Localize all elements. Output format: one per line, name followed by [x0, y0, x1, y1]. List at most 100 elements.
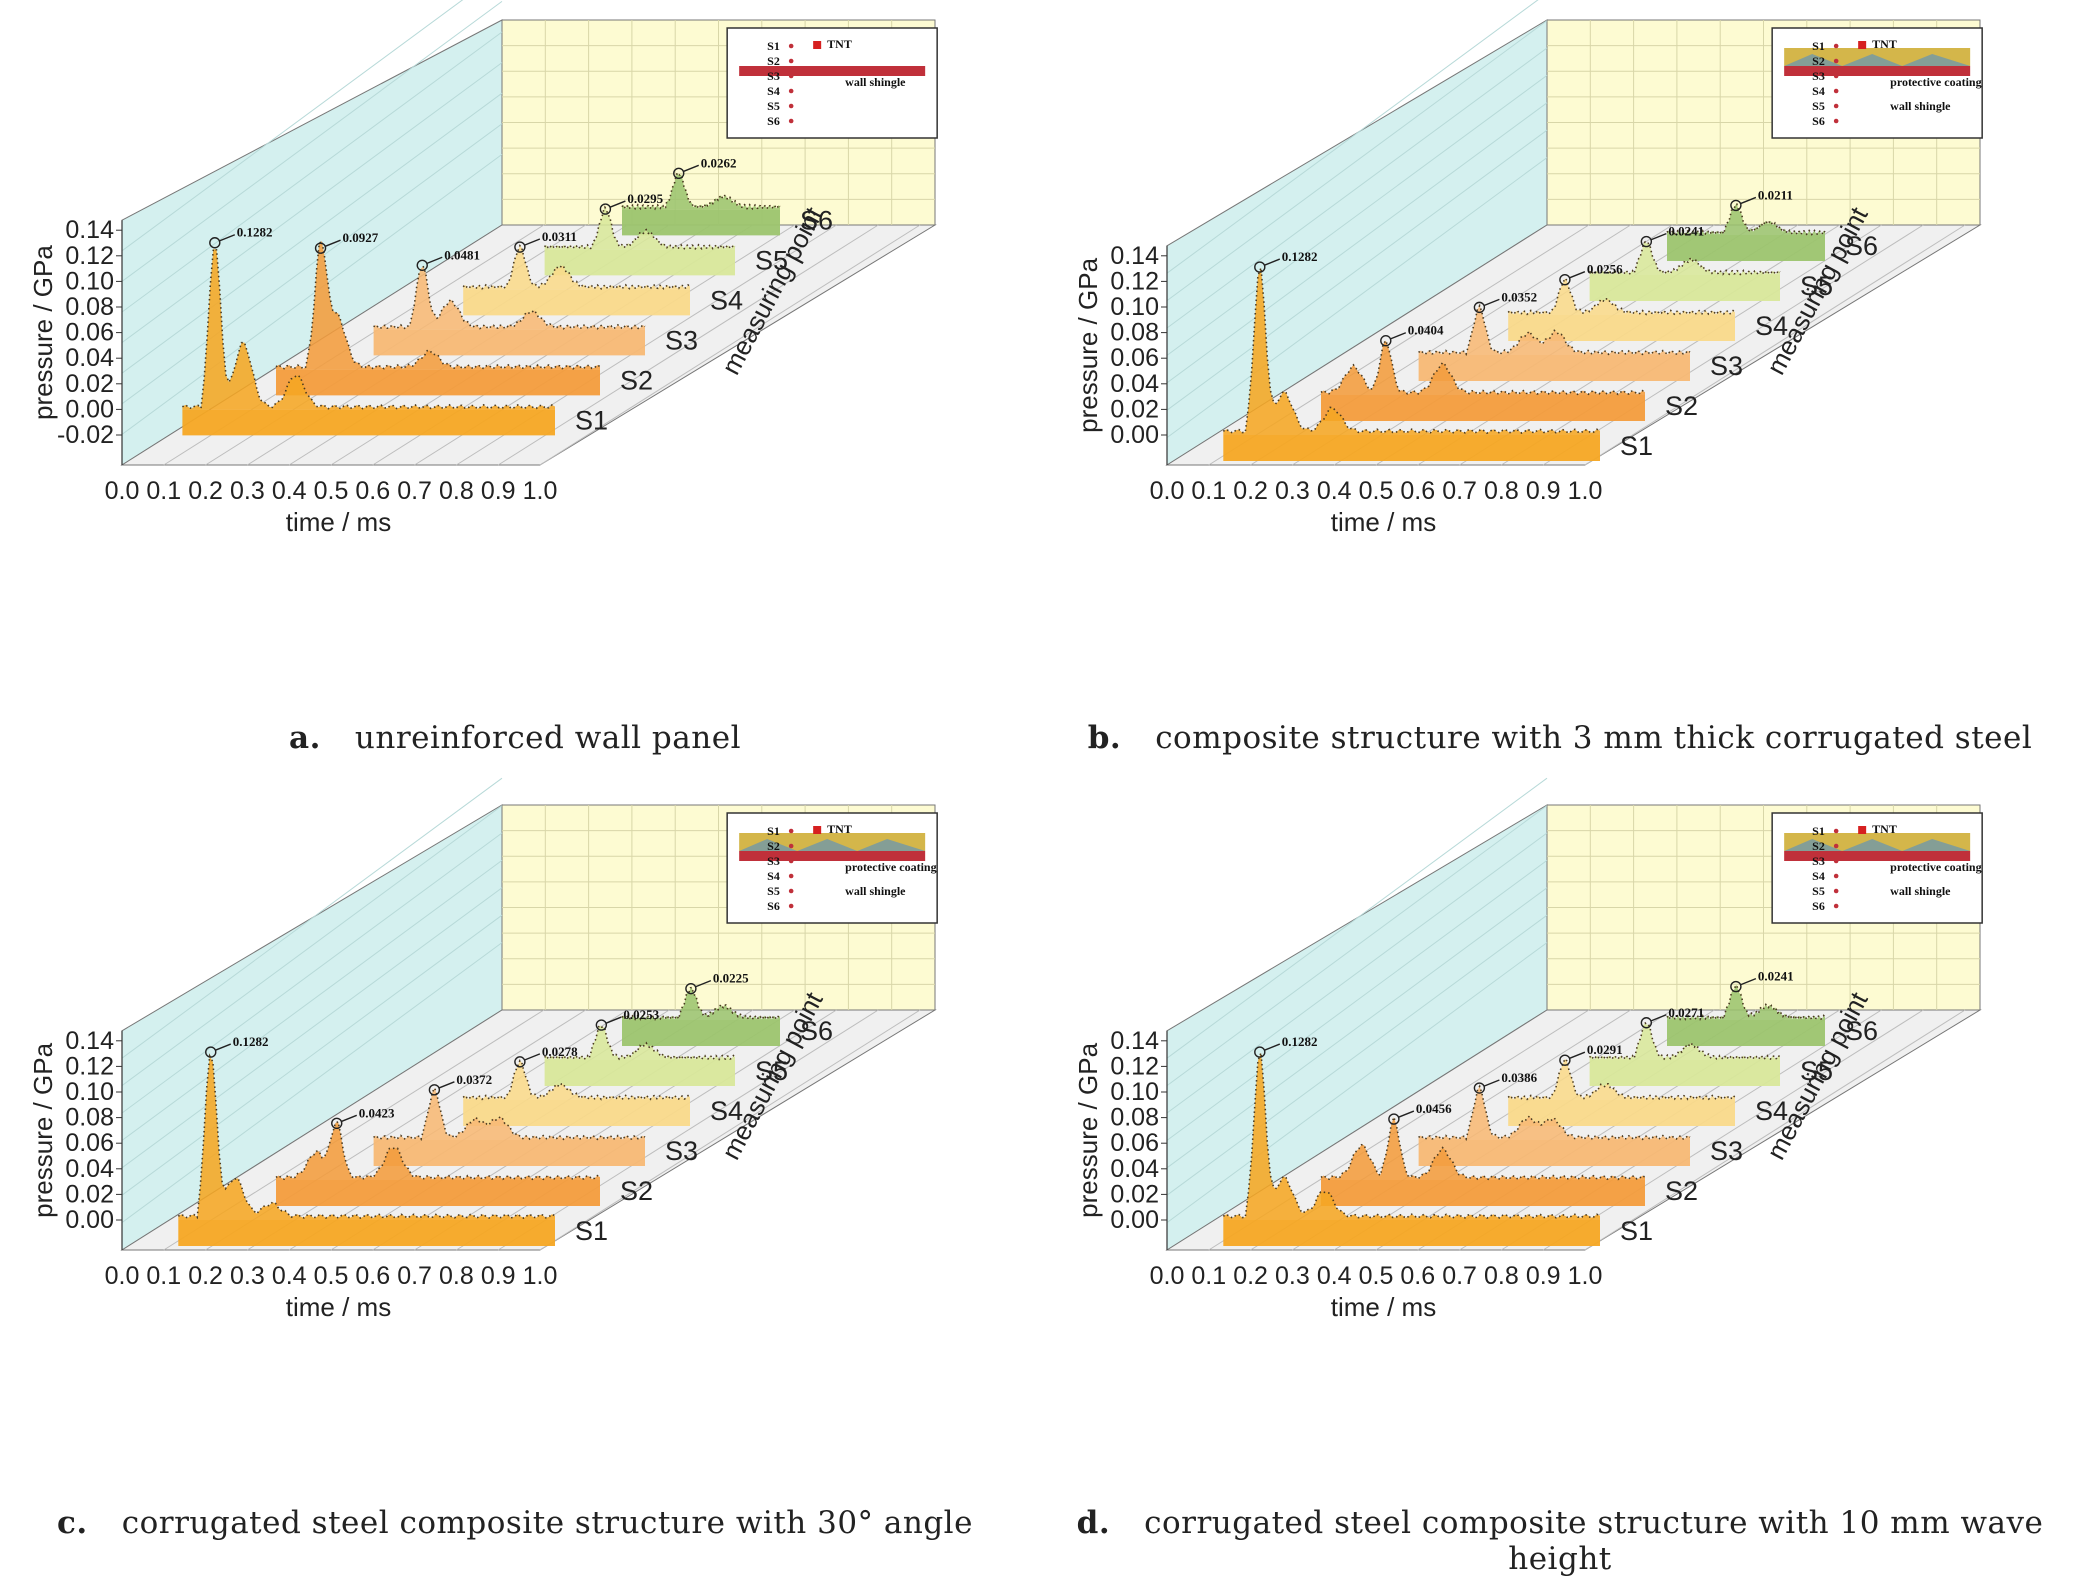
sensor-dot: [1833, 58, 1839, 64]
series-area-s3: [373, 266, 645, 330]
series-line-s3: [1418, 303, 1691, 356]
measuring-point-label-s2: S2: [1665, 1176, 1698, 1206]
inset-frame: [726, 812, 938, 924]
series-area-s1: [178, 1056, 556, 1220]
series-band-s3: [1418, 1140, 1690, 1166]
peak-label: 0.0372: [456, 1072, 492, 1087]
grid-line: [121, 62, 503, 344]
sensor-label: S4: [767, 84, 780, 98]
series-line-s5: [543, 205, 736, 251]
peak-arrow: [683, 164, 700, 172]
peak-arrow: [1740, 977, 1757, 986]
sensor-dot: [788, 843, 794, 849]
sensor-dot: [788, 103, 794, 109]
caption-text: corrugated steel composite structure wit…: [121, 1505, 973, 1541]
y-tick-label: 0.02: [1110, 1180, 1159, 1208]
series-band-s4: [463, 1100, 690, 1126]
measuring-point-label-s6: S6: [800, 205, 833, 235]
grid-line: [1417, 1009, 1799, 1251]
sensor-dot: [1833, 888, 1839, 894]
grid-line: [1166, 47, 1548, 329]
tnt-charge: [1858, 826, 1867, 834]
peak-marker: [1388, 1113, 1400, 1125]
x-tick-label: 0.3: [1275, 477, 1310, 505]
y-tick-label: 0.06: [65, 319, 114, 347]
y-tick-label: 0.04: [1110, 1155, 1159, 1183]
series-line-s2: [1320, 338, 1646, 396]
sensor-dot: [1833, 828, 1839, 834]
sensor-label: S5: [1812, 99, 1825, 113]
x-tick-label: 1.0: [1568, 1262, 1603, 1290]
caption-b: b. composite structure with 3 mm thick co…: [1045, 720, 2075, 768]
y-tick-label: 0.04: [1110, 370, 1159, 398]
y-tick-label: 0.08: [65, 293, 114, 321]
sensor-label: S1: [767, 39, 780, 53]
series-band-s1: [182, 409, 555, 436]
peak-arrow: [1264, 258, 1281, 266]
series-band-s6: [622, 1020, 780, 1046]
grid-line: [121, 914, 503, 1196]
series-line-s1: [177, 1053, 556, 1220]
series-band-s1: [1223, 1220, 1600, 1246]
peak-arrow: [219, 234, 236, 242]
grid-line: [121, 123, 503, 405]
measuring-point-label-s1: S1: [1620, 431, 1653, 461]
x-tick-label: 0.7: [1442, 477, 1477, 505]
peak-label: 0.0271: [1668, 1005, 1704, 1020]
x-tick-label: 0.8: [439, 1262, 474, 1290]
series-area-s2: [276, 241, 600, 370]
series-band-s3: [373, 1140, 645, 1166]
series-area-s1: [1223, 1052, 1600, 1220]
sensor-dot: [1833, 43, 1839, 49]
y-axis-label: pressure / GPa: [1073, 1042, 1103, 1217]
grid-line: [497, 224, 879, 466]
peak-arrow: [524, 238, 541, 246]
x-tick-label: 0.8: [439, 477, 474, 505]
sensor-dot: [1833, 118, 1839, 124]
tnt-label: TNT: [1872, 822, 1897, 836]
x-axis-label: time / ms: [286, 507, 391, 537]
sensor-label: S5: [767, 884, 780, 898]
grid-line: [372, 1009, 754, 1251]
grid-line: [1542, 1009, 1924, 1251]
sensor-label: S1: [767, 824, 780, 838]
series-line-s4: [1507, 277, 1736, 316]
grid-line: [1166, 887, 1548, 1169]
peak-marker: [595, 1019, 608, 1031]
chart-panel-c: TNT S1 S2 S3 S4 S5 S6 protective coating wall sh…: [0, 777, 1030, 1570]
peak-arrow: [524, 1053, 541, 1061]
y-tick-label: 0.00: [1110, 1206, 1159, 1234]
series-line-s4: [462, 244, 691, 291]
wall-shingle-band: [1784, 851, 1971, 861]
peak-arrow: [215, 1043, 232, 1051]
inset-frame: [1771, 27, 1983, 139]
chart-panel-a: TNT S1 S2 S3 S4 S5 S6 wall shingle 0.0262 S6 0.029…: [0, 0, 1030, 785]
peak-arrow: [426, 256, 443, 264]
sensor-dot: [788, 58, 794, 64]
sensor-dot: [788, 873, 794, 879]
y-tick-label: 0.06: [1110, 1129, 1159, 1157]
sensor-label: S6: [767, 114, 780, 128]
grid-line: [121, 887, 503, 1169]
inset-note: protective coating: [845, 860, 936, 874]
grid-line: [121, 805, 503, 1087]
grid-line: [1417, 224, 1799, 466]
peak-label: 0.0295: [627, 191, 663, 206]
y-tick-label: 0.02: [65, 1180, 114, 1208]
sensor-dot: [788, 73, 794, 79]
peak-label: 0.0423: [359, 1105, 395, 1120]
measuring-point-label-s2: S2: [1665, 391, 1698, 421]
caption-text: corrugated steel composite structure wit…: [1144, 1505, 2044, 1577]
series-line-s2: [1320, 1114, 1646, 1181]
y-tick-label: 0.14: [65, 1027, 114, 1055]
x-tick-label: 0.5: [1359, 1262, 1394, 1290]
measuring-point-label-s3: S3: [1710, 351, 1743, 381]
peak-label: 0.0456: [1416, 1101, 1452, 1116]
grid-line: [1166, 805, 1548, 1087]
measuring-point-label-s2: S2: [620, 365, 653, 395]
sensor-label: S6: [767, 899, 780, 913]
grid-line: [414, 1009, 795, 1251]
sensor-label: S3: [767, 854, 780, 868]
